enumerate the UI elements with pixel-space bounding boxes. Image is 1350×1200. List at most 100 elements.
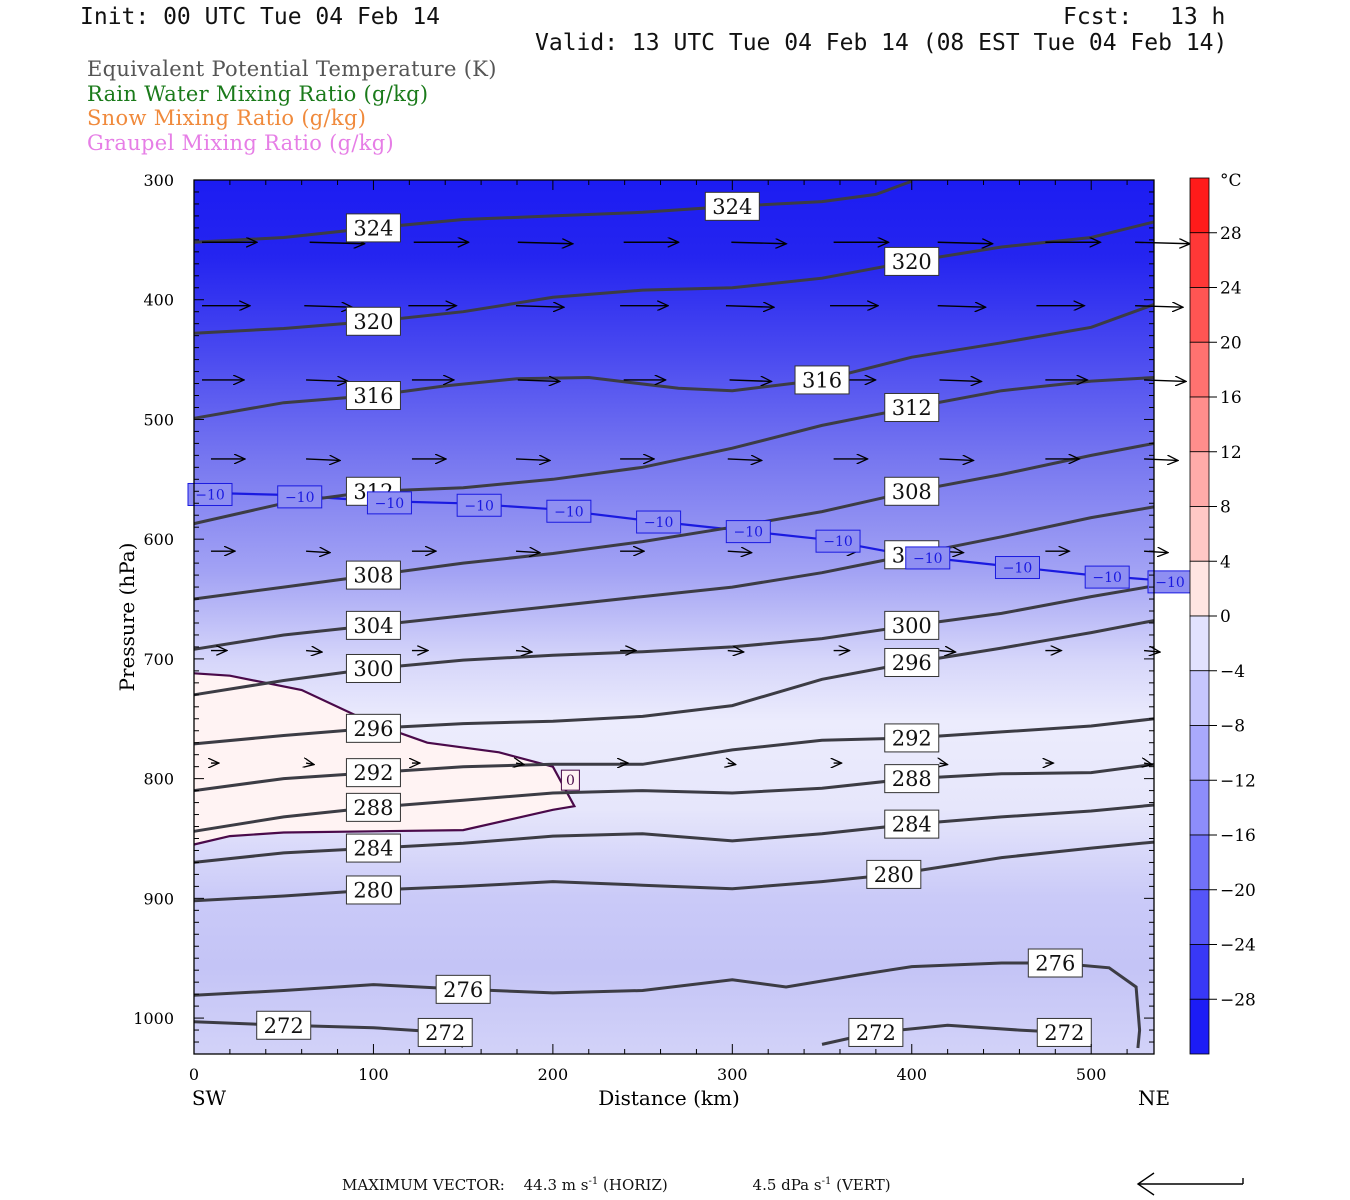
wind-vector bbox=[937, 242, 993, 244]
legend-snow: Snow Mixing Ratio (g/kg) bbox=[87, 106, 367, 130]
theta-e-label: 292 bbox=[892, 726, 932, 750]
theta-e-label-box bbox=[866, 859, 922, 889]
y-axis-label: Pressure (hPa) bbox=[115, 543, 139, 692]
wind-vector bbox=[1144, 459, 1178, 461]
theta-e-label: 300 bbox=[353, 657, 393, 681]
horiz-tag: (HORIZ) bbox=[603, 1176, 668, 1194]
theta-e-label: 288 bbox=[353, 796, 393, 820]
theta-e-label: 296 bbox=[892, 651, 932, 675]
y-tick-label: 500 bbox=[143, 410, 174, 429]
wind-vector bbox=[731, 242, 786, 244]
colorbar-tick-label: −24 bbox=[1220, 936, 1256, 956]
theta-e-label: 280 bbox=[353, 879, 393, 903]
theta-e-label: 316 bbox=[802, 369, 842, 393]
y-tick-label: 1000 bbox=[133, 1009, 174, 1028]
theta-e-label-box bbox=[435, 974, 491, 1004]
colorbar-tick-label: 28 bbox=[1220, 224, 1242, 244]
theta-e-label: 284 bbox=[353, 837, 393, 861]
theta-e-label: 324 bbox=[353, 216, 393, 240]
theta-e-label-box bbox=[345, 560, 401, 590]
theta-e-label: 320 bbox=[892, 250, 932, 274]
x-tick-label: 500 bbox=[1076, 1065, 1107, 1084]
forecast-label: Fcst: bbox=[1063, 4, 1133, 30]
theta-e-label: 288 bbox=[892, 767, 932, 791]
y-tick-label: 700 bbox=[143, 650, 174, 669]
wind-vector bbox=[939, 763, 947, 765]
colorbar-swatch bbox=[1189, 396, 1210, 453]
colorbar-swatch bbox=[1189, 670, 1210, 726]
temperature-label: −10 bbox=[734, 525, 764, 541]
colorbar-unit: °C bbox=[1220, 171, 1242, 191]
temperature-label-box bbox=[560, 769, 580, 791]
colorbar-tick-label: 16 bbox=[1220, 388, 1242, 408]
temperature-label: −10 bbox=[823, 534, 853, 550]
y-tick-label: 800 bbox=[143, 770, 174, 789]
theta-e-label: 272 bbox=[856, 1021, 896, 1045]
wind-vector bbox=[515, 551, 540, 553]
theta-e-label-box bbox=[345, 875, 401, 905]
theta-e-label: 300 bbox=[892, 614, 932, 638]
theta-e-label-box bbox=[884, 764, 940, 794]
theta-e-label: 308 bbox=[892, 480, 932, 504]
legend-graupel: Graupel Mixing Ratio (g/kg) bbox=[87, 131, 395, 155]
vert-tag: (VERT) bbox=[836, 1176, 891, 1194]
theta-e-label: 284 bbox=[892, 813, 932, 837]
theta-e-label: 292 bbox=[353, 761, 393, 785]
colorbar-swatch bbox=[1189, 889, 1210, 945]
colorbar-tick-label: −4 bbox=[1220, 662, 1245, 682]
temperature-label: −10 bbox=[1003, 561, 1033, 577]
theta-e-label: 304 bbox=[353, 614, 393, 638]
theta-e-label-box bbox=[884, 476, 940, 506]
theta-e-label-box bbox=[794, 365, 850, 395]
colorbar-swatch bbox=[1189, 177, 1210, 234]
temperature-label: −10 bbox=[913, 551, 943, 567]
wind-vector bbox=[727, 551, 752, 553]
colorbar-tick-label: −8 bbox=[1220, 717, 1245, 737]
y-tick-label: 900 bbox=[143, 889, 174, 908]
x-end-label-right: NE bbox=[1138, 1086, 1170, 1110]
colorbar-tick-label: 12 bbox=[1220, 443, 1242, 463]
colorbar-swatch bbox=[1189, 779, 1210, 836]
theta-e-label: 316 bbox=[353, 384, 393, 408]
reference-vector-arrow-icon bbox=[1136, 1172, 1244, 1196]
wind-vector bbox=[1144, 763, 1152, 765]
temperature-label-box bbox=[546, 499, 592, 523]
colorbar-swatch bbox=[1189, 725, 1210, 781]
wind-vector bbox=[727, 651, 744, 653]
colorbar-tick-label: 20 bbox=[1220, 333, 1242, 353]
theta-e-label-box bbox=[345, 213, 401, 243]
x-tick-label: 300 bbox=[717, 1065, 748, 1084]
wind-vector bbox=[725, 306, 774, 308]
wind-vector bbox=[939, 459, 973, 461]
wind-vector bbox=[729, 380, 772, 382]
colorbar-tick-label: −28 bbox=[1220, 990, 1256, 1010]
theta-e-label-box bbox=[884, 809, 940, 839]
wind-vector bbox=[515, 459, 550, 461]
temperature-label-box bbox=[994, 556, 1040, 580]
wind-vector bbox=[306, 551, 330, 553]
colorbar-swatch bbox=[1189, 506, 1210, 562]
theta-e-label: 320 bbox=[353, 310, 393, 334]
x-axis-label: Distance (km) bbox=[598, 1086, 740, 1110]
y-tick-label: 400 bbox=[143, 291, 174, 310]
wind-vector bbox=[939, 380, 981, 382]
wind-vector bbox=[515, 651, 532, 653]
colorbar-swatch bbox=[1189, 232, 1210, 288]
theta-e-label-box bbox=[256, 1010, 312, 1040]
temperature-label-box bbox=[187, 482, 233, 506]
wind-vector bbox=[1135, 242, 1190, 244]
temperature-label: −10 bbox=[1092, 570, 1122, 586]
colorbar-swatch bbox=[1189, 560, 1210, 617]
temperature-label-box bbox=[1084, 565, 1130, 589]
wind-vector bbox=[304, 306, 352, 308]
init-time: Init: 00 UTC Tue 04 Feb 14 bbox=[80, 4, 441, 30]
theta-e-label: 324 bbox=[712, 195, 752, 219]
theta-e-label-box bbox=[848, 1017, 904, 1047]
theta-e-label-box bbox=[884, 610, 940, 640]
wind-vector bbox=[309, 242, 365, 244]
theta-e-label-box bbox=[884, 723, 940, 753]
colorbar-swatch bbox=[1189, 615, 1210, 672]
wind-vector bbox=[1144, 380, 1186, 382]
vert-exponent: -1 bbox=[821, 1176, 832, 1187]
temperature-label: −10 bbox=[644, 515, 674, 531]
